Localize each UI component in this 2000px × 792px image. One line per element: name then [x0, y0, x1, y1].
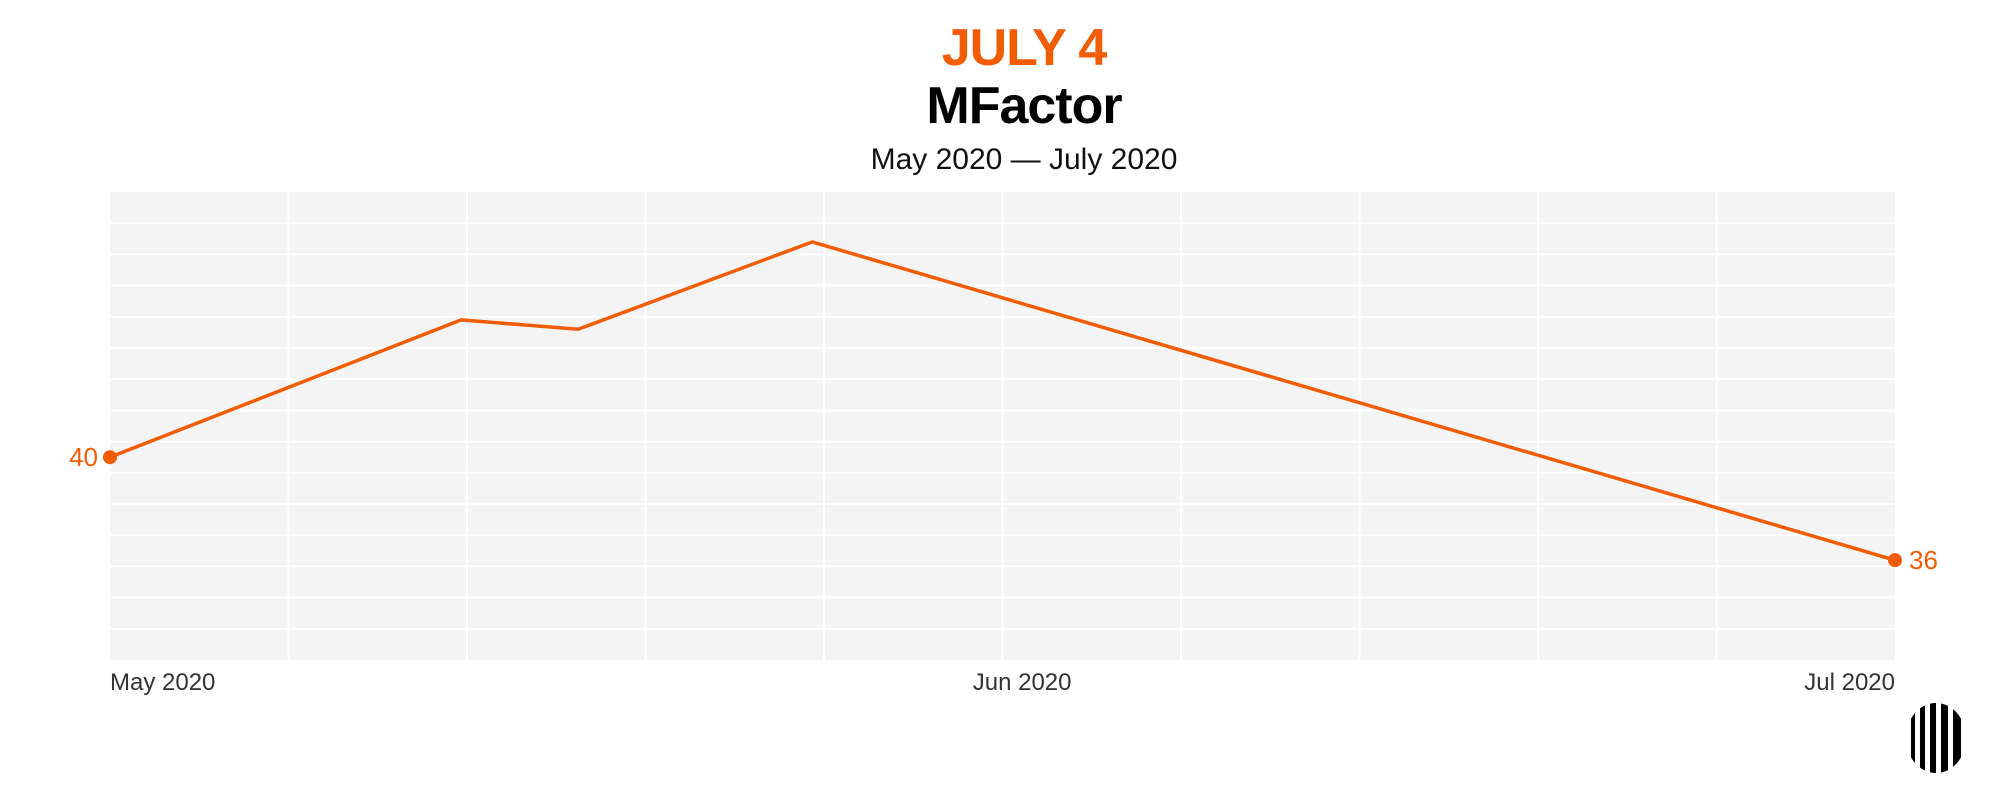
x-tick-label: Jul 2020: [1804, 669, 1895, 696]
series-end-point: [1888, 553, 1902, 568]
x-tick-label: May 2020: [110, 669, 215, 696]
chart-header: JULY 4 MFactor May 2020 — July 2020: [0, 18, 2000, 180]
plot-area: May 2020 Jun 2020 Jul 2020 40 36: [69, 192, 1938, 696]
x-tick-label: Jun 2020: [973, 669, 1072, 696]
data-label-end: 36: [1909, 545, 1938, 575]
chart-kicker: JULY 4: [941, 19, 1108, 77]
series-start-point: [103, 450, 117, 465]
series-line: [109, 240, 1896, 562]
chart-subtitle: May 2020 — July 2020: [870, 143, 1178, 176]
data-label-start: 40: [69, 442, 98, 472]
brand-logo-icon: [1911, 703, 1961, 773]
chart-title: MFactor: [926, 77, 1122, 135]
